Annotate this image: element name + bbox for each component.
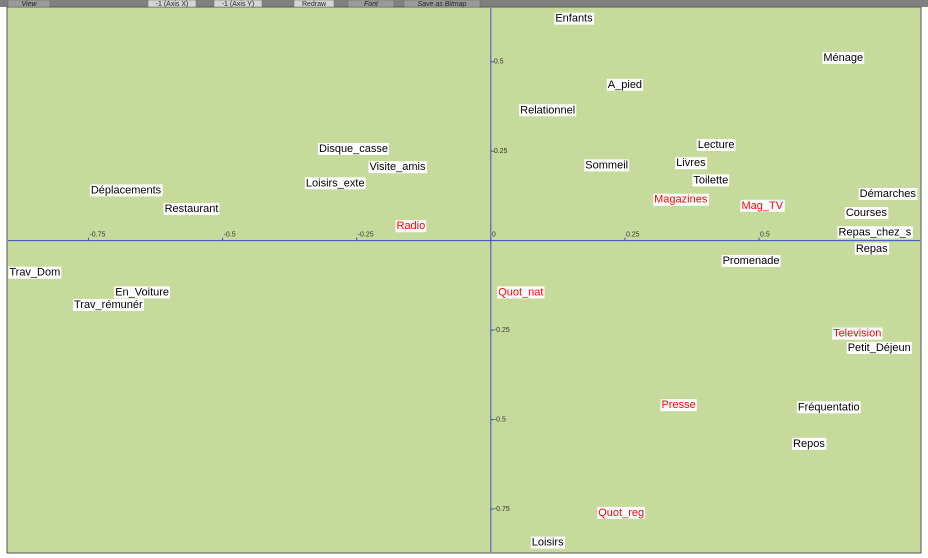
point-label: Courses: [846, 207, 887, 219]
point-label: Ménage: [823, 52, 863, 64]
point-label: Fréquentatio: [798, 401, 860, 413]
toolbar-button-label[interactable]: -1 (Axis Y): [222, 1, 255, 8]
point-label-background: [653, 193, 709, 206]
point-label: Repas_chez_s: [839, 226, 912, 238]
point-label-background: [854, 242, 890, 255]
x-tick-label: -0.75: [89, 231, 105, 238]
point-label: Sommeil: [585, 159, 628, 171]
point-label: Enfants: [555, 13, 593, 25]
y-tick-label: -0.75: [494, 506, 510, 513]
point-label-background: [554, 12, 595, 25]
toolbar-button[interactable]: [403, 0, 481, 8]
point-label: Loisirs: [532, 537, 564, 549]
point-label-background: [660, 399, 697, 412]
plot-area: [6, 6, 922, 554]
point-label-background: [858, 188, 918, 201]
point-label: Livres: [676, 157, 706, 169]
point-label: Quot_nat: [498, 286, 543, 298]
point-label: Trav_rémunér: [74, 299, 143, 311]
point-label-background: [8, 266, 62, 279]
point-label: Radio: [397, 220, 426, 232]
point-label-background: [163, 203, 220, 216]
point-label: Visite_amis: [369, 161, 426, 173]
toolbar-buttons: View -1 (Axis X) -1 (Axis Y) Redraw Font Save…: [7, 0, 481, 8]
x-tick-label: -0.25: [358, 231, 374, 238]
x-tick-label: -0.5: [224, 231, 236, 238]
point-label-background: [846, 341, 912, 354]
point-label: A_pied: [608, 79, 642, 91]
point-label-background: [696, 138, 736, 151]
point-label-background: [792, 437, 827, 450]
point-label: Restaurant: [165, 203, 219, 215]
point-label: Mag_TV: [741, 200, 783, 212]
point-label-background: [519, 104, 577, 117]
x-tick-label: 0.5: [760, 231, 770, 238]
point-label: Repos: [793, 438, 825, 450]
point-label-background: [597, 506, 646, 519]
point-label: Relationnel: [520, 104, 575, 116]
point-label-background: [584, 159, 630, 172]
point-label-background: [114, 286, 171, 299]
toolbar-button[interactable]: [213, 0, 263, 8]
point-label-background: [304, 177, 366, 190]
x-tick-label: 0: [492, 231, 496, 238]
plot: -0.75 -0.5 -0.25 0 0.25 0.5 0.5 0.25 -0.25 -0.5 -0…: [8, 8, 920, 552]
point-label-background: [837, 226, 913, 239]
point-label: Lecture: [698, 139, 735, 151]
point-label-background: [832, 327, 883, 340]
toolbar-button[interactable]: [293, 0, 335, 8]
point-label-background: [721, 254, 781, 267]
toolbar-button[interactable]: [147, 0, 197, 8]
point-label: Television: [833, 328, 881, 340]
point-label-background: [796, 401, 861, 414]
y-tick-label: 0.25: [494, 148, 508, 155]
point-label: Toilette: [693, 174, 728, 186]
point-label: Loisirs_exte: [306, 177, 365, 189]
point-label-background: [89, 184, 163, 197]
point-label: Petit_Déjeun: [848, 342, 911, 354]
point-label: Presse: [661, 399, 695, 411]
point-label-background: [692, 174, 730, 187]
point-label-background: [606, 78, 644, 91]
toolbar-button-label[interactable]: Font: [364, 1, 379, 8]
point-label: Disque_casse: [319, 143, 388, 155]
toolbar-button[interactable]: [347, 0, 395, 8]
point-label: Quot_reg: [598, 507, 644, 519]
point-label-background: [844, 206, 889, 219]
point-label: Promenade: [723, 255, 780, 267]
point-label-background: [740, 199, 785, 212]
toolbar-button-label[interactable]: -1 (Axis X): [156, 1, 189, 8]
x-tick-label: 0.25: [626, 231, 640, 238]
point-label-background: [822, 52, 865, 65]
point-label: Repas: [856, 243, 888, 255]
y-tick-label: -0.5: [494, 416, 506, 423]
toolbar-button-label[interactable]: Save as Bitmap: [417, 1, 466, 8]
toolbar-button[interactable]: [7, 0, 51, 8]
point-label-background: [497, 286, 545, 299]
point-label-background: [675, 157, 708, 170]
point-label-background: [72, 298, 144, 311]
point-label: Trav_Dom: [9, 267, 60, 279]
toolbar-button-label[interactable]: View: [21, 1, 37, 8]
point-label: Magazines: [654, 194, 708, 206]
y-tick-label: -0.25: [494, 327, 510, 334]
point-label-background: [395, 220, 427, 233]
point-label-background: [368, 161, 427, 174]
point-label: En_Voiture: [115, 286, 169, 298]
toolbar-button-label[interactable]: Redraw: [302, 1, 327, 8]
point-label: Démarches: [860, 188, 917, 200]
point-label-background: [317, 142, 390, 155]
y-tick-label: 0.5: [494, 59, 504, 66]
point-label-background: [530, 536, 566, 549]
point-label: Déplacements: [91, 184, 162, 196]
